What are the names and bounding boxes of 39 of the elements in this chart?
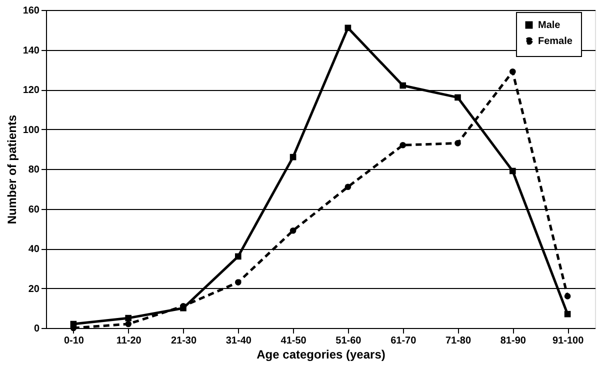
- point: [234, 279, 242, 286]
- y-tick-label: 160: [22, 6, 40, 16]
- x-tick-label: 0-10: [64, 336, 84, 346]
- y-tick-label: 20: [28, 284, 40, 295]
- point: [509, 168, 516, 174]
- point: [400, 142, 406, 148]
- point: [290, 227, 296, 234]
- x-tick-label: 41-50: [280, 336, 307, 346]
- x-tick-label: 61-70: [390, 336, 417, 346]
- y-tick-label: 80: [28, 164, 40, 176]
- x-tick-label: 51-60: [336, 336, 362, 346]
- point: [454, 140, 461, 146]
- y-tick-label: 100: [22, 124, 40, 136]
- point: [454, 94, 461, 101]
- point: [290, 154, 296, 160]
- legend-label: Male: [538, 20, 561, 31]
- legend-label: Female: [538, 36, 573, 47]
- point: [344, 24, 352, 32]
- x-tick-label: 21-30: [170, 336, 197, 346]
- x-tick-label: 71-80: [445, 336, 472, 346]
- y-tick-label: 40: [28, 244, 40, 255]
- x-tick-label: 91-100: [552, 336, 584, 346]
- y-axis-title: Number of patients: [4, 114, 19, 224]
- x-tick-label: 31-40: [226, 336, 252, 346]
- point: [234, 253, 242, 260]
- point: [344, 184, 352, 190]
- x-tick-label: 11-20: [116, 336, 142, 346]
- x-axis-title: Age categories (years): [256, 348, 386, 362]
- point: [400, 82, 406, 89]
- point: [564, 310, 571, 318]
- y-tick-label: 0: [34, 324, 40, 334]
- point: [125, 314, 132, 322]
- y-tick-label: 120: [22, 85, 40, 96]
- point: [564, 293, 571, 300]
- point: [125, 320, 132, 328]
- y-tick-label: 140: [22, 45, 40, 56]
- point: [509, 68, 516, 75]
- x-tick-label: 81-90: [500, 336, 526, 346]
- y-tick-label: 60: [28, 204, 40, 216]
